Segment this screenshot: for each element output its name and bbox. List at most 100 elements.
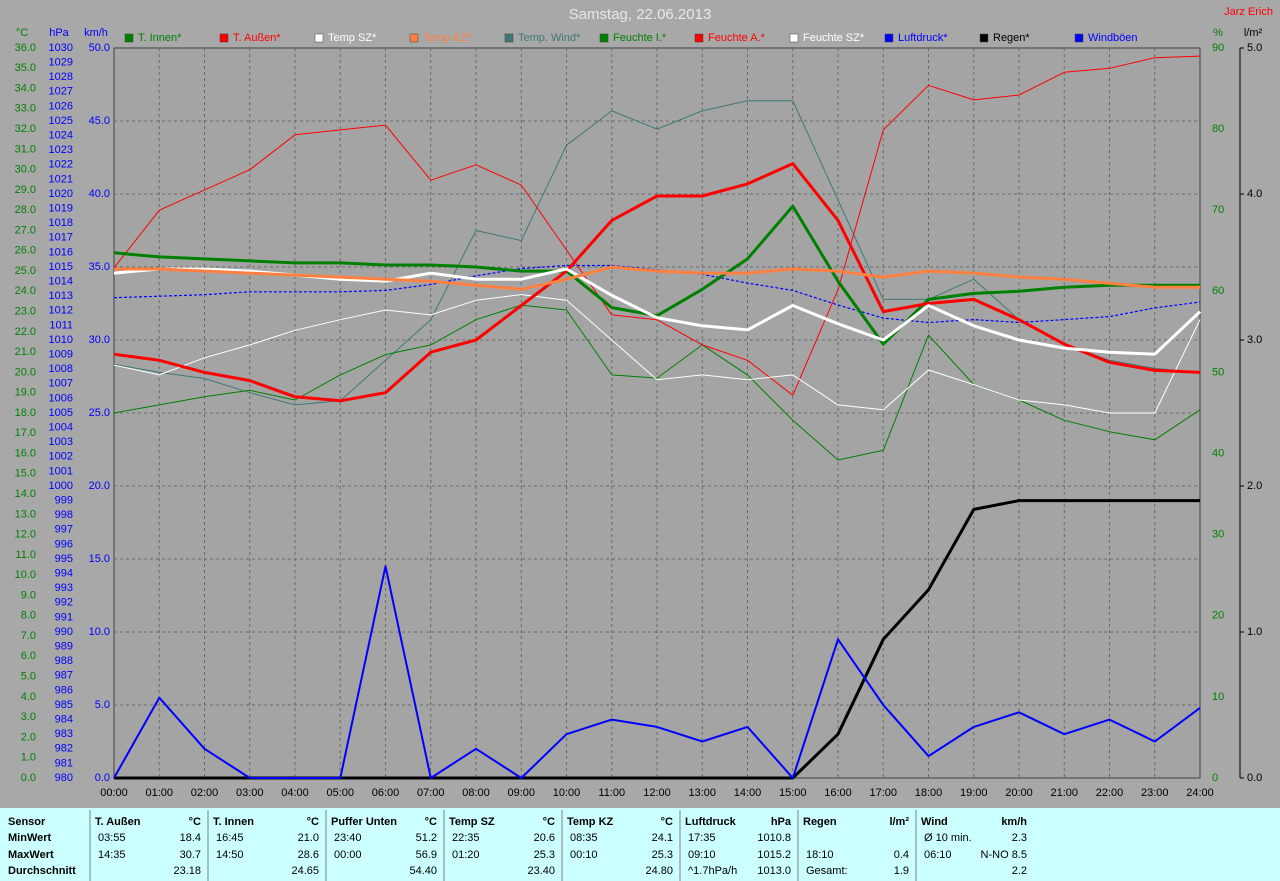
y-tick-label: 35.0	[15, 62, 36, 74]
y-tick-label: 34.0	[15, 82, 36, 94]
group-unit: hPa	[771, 816, 792, 828]
stat-value: 1015.2	[757, 849, 791, 861]
y-tick-label: 25.0	[89, 407, 110, 419]
series-line	[113, 204, 1200, 346]
y-tick-label: 16.0	[15, 447, 36, 459]
axis-unit: °C	[16, 27, 28, 39]
stat-time: 14:50	[216, 849, 244, 861]
stat-time: 00:00	[334, 849, 362, 861]
y-tick-label: 1011	[49, 319, 73, 331]
group-unit: l/m²	[889, 816, 909, 828]
y-tick-label: 80	[1212, 123, 1224, 135]
y-tick-label: 998	[55, 509, 73, 521]
y-tick-label: 12.0	[15, 529, 36, 541]
y-tick-label: 1028	[49, 71, 73, 83]
y-tick-label: 1002	[49, 451, 73, 463]
y-tick-label: 995	[55, 553, 73, 565]
stat-time: 00:10	[570, 849, 598, 861]
x-tick-label: 22:00	[1096, 787, 1124, 799]
y-tick-label: 1020	[49, 188, 73, 200]
x-tick-label: 16:00	[824, 787, 852, 799]
y-tick-label: 985	[55, 699, 73, 711]
stat-time: Ø 10 min.	[924, 832, 972, 844]
y-tick-label: 14.0	[15, 488, 36, 500]
y-tick-label: 1030	[49, 42, 73, 54]
y-tick-label: 983	[55, 728, 73, 740]
legend-swatch	[979, 33, 989, 43]
group-unit: °C	[425, 816, 437, 828]
stat-value: 28.6	[298, 849, 319, 861]
y-tick-label: 993	[55, 582, 73, 594]
stat-value: 23.40	[527, 865, 555, 877]
y-tick-label: 15.0	[15, 468, 36, 480]
y-tick-label: 29.0	[15, 184, 36, 196]
legend-label: T. Außen*	[233, 32, 281, 44]
axis-unit: hPa	[49, 27, 69, 39]
series-line	[114, 265, 1200, 291]
legend-label: Temp. Wind*	[518, 32, 581, 44]
y-tick-label: 50.0	[89, 42, 110, 54]
y-tick-label: 13.0	[15, 508, 36, 520]
y-tick-label: 35.0	[89, 261, 110, 273]
y-tick-label: 1014	[49, 276, 73, 288]
x-tick-label: 11:00	[598, 787, 625, 799]
y-tick-label: 996	[55, 538, 73, 550]
x-tick-label: 09:00	[507, 787, 535, 799]
y-tick-label: 11.0	[15, 549, 36, 561]
y-tick-label: 1.0	[1247, 626, 1262, 638]
y-tick-label: 20.0	[89, 480, 110, 492]
y-tick-label: 986	[55, 684, 73, 696]
y-tick-label: 20.0	[15, 366, 36, 378]
group-title: Luftdruck	[685, 816, 737, 828]
y-tick-label: 1026	[49, 100, 73, 112]
legend-label: Luftdruck*	[898, 32, 948, 44]
y-tick-label: 997	[55, 524, 73, 536]
y-tick-label: 989	[55, 641, 73, 653]
group-title: Wind	[921, 816, 948, 828]
stat-value: 0.4	[894, 849, 909, 861]
legend-swatch	[504, 33, 514, 43]
y-tick-label: 3.0	[21, 711, 36, 723]
stat-time: 14:35	[98, 849, 126, 861]
y-tick-label: 27.0	[15, 224, 36, 236]
y-tick-label: 70	[1212, 204, 1224, 216]
x-tick-label: 15:00	[779, 787, 807, 799]
x-tick-label: 12:00	[643, 787, 671, 799]
stat-time: Gesamt:	[806, 865, 848, 877]
y-tick-label: 32.0	[15, 123, 36, 135]
row-label: MinWert	[8, 832, 52, 844]
group-title: Regen	[803, 816, 837, 828]
stat-value: 25.3	[652, 849, 673, 861]
stat-time: 23:40	[334, 832, 362, 844]
y-tick-label: 1023	[49, 144, 73, 156]
y-tick-label: 1003	[49, 436, 73, 448]
stat-time: 03:55	[98, 832, 126, 844]
stat-value: 24.1	[652, 832, 673, 844]
x-tick-label: 05:00	[326, 787, 354, 799]
stat-value: 1013.0	[757, 865, 791, 877]
y-tick-label: 982	[55, 743, 73, 755]
x-tick-label: 18:00	[915, 787, 943, 799]
x-tick-label: 08:00	[462, 787, 490, 799]
y-tick-label: 30	[1212, 529, 1224, 541]
y-tick-label: 1027	[49, 86, 73, 98]
series-line	[113, 294, 1201, 414]
x-tick-label: 23:00	[1141, 787, 1169, 799]
y-tick-label: 45.0	[89, 115, 110, 127]
legend-swatch	[314, 33, 324, 43]
legend-swatch	[599, 33, 609, 43]
y-tick-label: 10.0	[15, 569, 36, 581]
stat-value: 2.3	[1012, 832, 1027, 844]
x-tick-label: 06:00	[372, 787, 400, 799]
x-tick-label: 04:00	[281, 787, 309, 799]
y-tick-label: 30.0	[15, 164, 36, 176]
y-tick-label: 1013	[49, 290, 73, 302]
legend-label: Windböen	[1088, 32, 1138, 44]
group-unit: km/h	[1001, 816, 1027, 828]
x-tick-label: 13:00	[688, 787, 716, 799]
group-unit: °C	[661, 816, 673, 828]
legend-label: Feuchte SZ*	[803, 32, 865, 44]
y-tick-label: 1009	[49, 349, 73, 361]
y-tick-label: 4.0	[21, 691, 36, 703]
